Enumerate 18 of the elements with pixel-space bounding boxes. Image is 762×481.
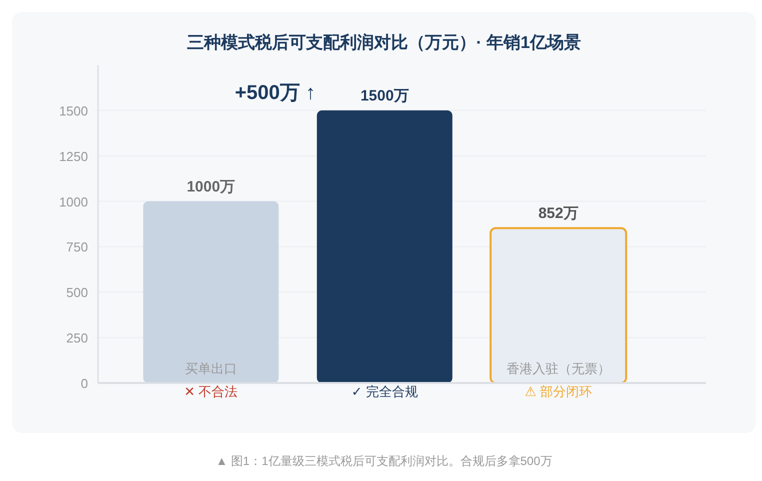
chart-title: 三种模式税后可支配利润对比（万元）· 年销1亿场景	[187, 33, 581, 52]
x-tick-label: ✓ 完全合规	[351, 384, 418, 399]
y-tick-label: 1500	[59, 103, 88, 118]
annotation: +500万 ↑	[234, 82, 316, 104]
text: ▲ 图1：1亿量级三模式税后可支配利润对比。合规后多拿500万	[216, 454, 552, 468]
data-label: 852万	[538, 205, 578, 222]
data-label: 1000万	[186, 178, 236, 196]
y-tick-label: 1250	[59, 148, 88, 164]
y-tick-label: 0	[80, 376, 88, 391]
data-label: 1500万	[360, 87, 409, 104]
x-tick-label: 香港入驻（无票） ⚠ 部分闭环	[506, 361, 610, 399]
bar	[316, 110, 452, 383]
y-tick-label: 1000	[59, 194, 88, 210]
y-tick-label: 250	[66, 330, 88, 346]
x-tick-label: 买单出口 ✕ 不合法	[184, 361, 238, 399]
bar	[143, 201, 279, 383]
y-tick-label: 750	[66, 240, 88, 255]
y-tick-label: 500	[66, 285, 88, 300]
